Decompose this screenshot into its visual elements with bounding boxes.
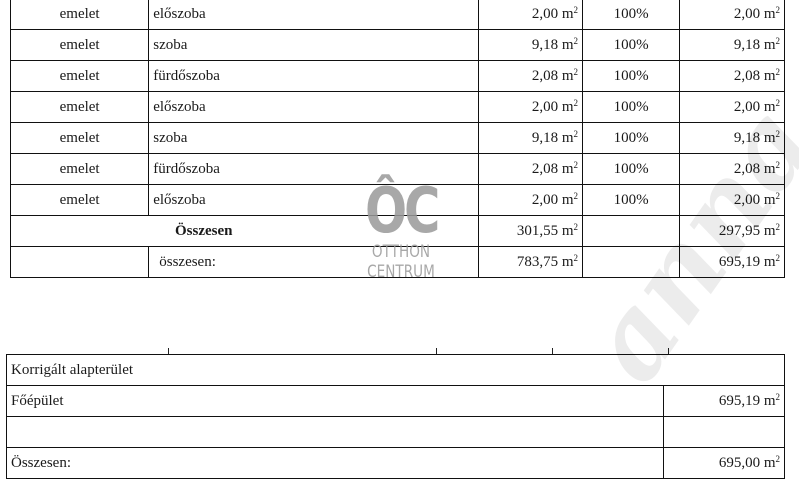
main-building-value: 695,19 m2	[663, 385, 785, 417]
level-cell: emelet	[9, 60, 150, 92]
room-cell: előszoba	[148, 184, 480, 216]
room-cell: szoba	[148, 122, 480, 154]
total-area: 783,75 m2	[478, 246, 583, 278]
empty-cell	[581, 215, 681, 247]
counted-area-cell: 2,00 m2	[679, 91, 785, 123]
area-cell: 2,00 m2	[478, 184, 583, 216]
empty-cell	[581, 246, 681, 278]
level-cell: emelet	[9, 122, 150, 154]
area-cell: 9,18 m2	[478, 122, 583, 154]
room-cell: fürdőszoba	[148, 153, 480, 185]
empty-cell	[663, 416, 785, 448]
corrected-area-table: Korrigált alapterület Főépület 695,19 m2…	[5, 354, 785, 479]
counted-area-cell: 2,08 m2	[679, 153, 785, 185]
table-row: emelet szoba 9,18 m2 100% 9,18 m2	[9, 122, 785, 154]
level-cell: emelet	[9, 29, 150, 61]
area-cell: 2,08 m2	[478, 60, 583, 92]
table-row: emelet fürdőszoba 2,08 m2 100% 2,08 m2	[9, 153, 785, 185]
room-cell: előszoba	[148, 0, 480, 30]
counted-area-cell: 2,00 m2	[679, 184, 785, 216]
table-row: emelet előszoba 2,00 m2 100% 2,00 m2	[9, 0, 785, 30]
logo-line2: CENTRUM	[367, 262, 435, 282]
ratio-cell: 100%	[581, 153, 681, 185]
empty-cell	[9, 246, 150, 278]
table-row: emelet fürdőszoba 2,08 m2 100% 2,08 m2	[9, 60, 785, 92]
area-cell: 2,00 m2	[478, 0, 583, 30]
area-cell: 2,00 m2	[478, 91, 583, 123]
area-cell: 2,08 m2	[478, 153, 583, 185]
level-cell: emelet	[9, 0, 150, 30]
level-cell: emelet	[9, 184, 150, 216]
table-row: Összesen: 695,00 m2	[5, 447, 785, 479]
corrected-title: Korrigált alapterület	[6, 354, 785, 386]
room-cell: szoba	[148, 29, 480, 61]
area-cell: 9,18 m2	[478, 29, 583, 61]
logo-line1: OTTHON	[371, 242, 431, 262]
table-row: emelet előszoba 2,00 m2 100% 2,00 m2	[9, 91, 785, 123]
room-cell: előszoba	[148, 91, 480, 123]
level-cell: emelet	[9, 153, 150, 185]
ratio-cell: 100%	[581, 29, 681, 61]
table-tick	[168, 348, 169, 354]
table-row	[5, 416, 785, 448]
total-label: összesen:	[148, 246, 480, 278]
table-row: Korrigált alapterület	[6, 354, 785, 386]
main-building-label: Főépület	[5, 385, 665, 417]
total-counted: 695,19 m2	[679, 246, 785, 278]
table-tick	[552, 348, 553, 354]
counted-area-cell: 9,18 m2	[679, 29, 785, 61]
otthon-centrum-watermark-logo: ÔC OTTHON CENTRUM	[356, 168, 446, 283]
total-label: Összesen:	[5, 447, 665, 479]
counted-area-cell: 9,18 m2	[679, 122, 785, 154]
empty-cell	[5, 416, 665, 448]
level-cell: emelet	[9, 91, 150, 123]
total-row: összesen: 783,75 m2 695,19 m2	[9, 246, 785, 278]
logo-mark: ÔC	[365, 174, 440, 247]
subtotal-label: Összesen	[9, 215, 480, 247]
subtotal-area: 301,55 m2	[478, 215, 583, 247]
ratio-cell: 100%	[581, 91, 681, 123]
counted-area-cell: 2,00 m2	[679, 0, 785, 30]
ratio-cell: 100%	[581, 60, 681, 92]
rooms-table: emelet előszoba 2,00 m2 100% 2,00 m2 emel…	[9, 0, 785, 278]
subtotal-counted: 297,95 m2	[679, 215, 785, 247]
table-row: emelet szoba 9,18 m2 100% 9,18 m2	[9, 29, 785, 61]
room-cell: fürdőszoba	[148, 60, 480, 92]
total-value: 695,00 m2	[663, 447, 785, 479]
table-row: emelet előszoba 2,00 m2 100% 2,00 m2	[9, 184, 785, 216]
table-tick	[668, 348, 669, 354]
table-tick	[436, 348, 437, 354]
ratio-cell: 100%	[581, 0, 681, 30]
ratio-cell: 100%	[581, 122, 681, 154]
